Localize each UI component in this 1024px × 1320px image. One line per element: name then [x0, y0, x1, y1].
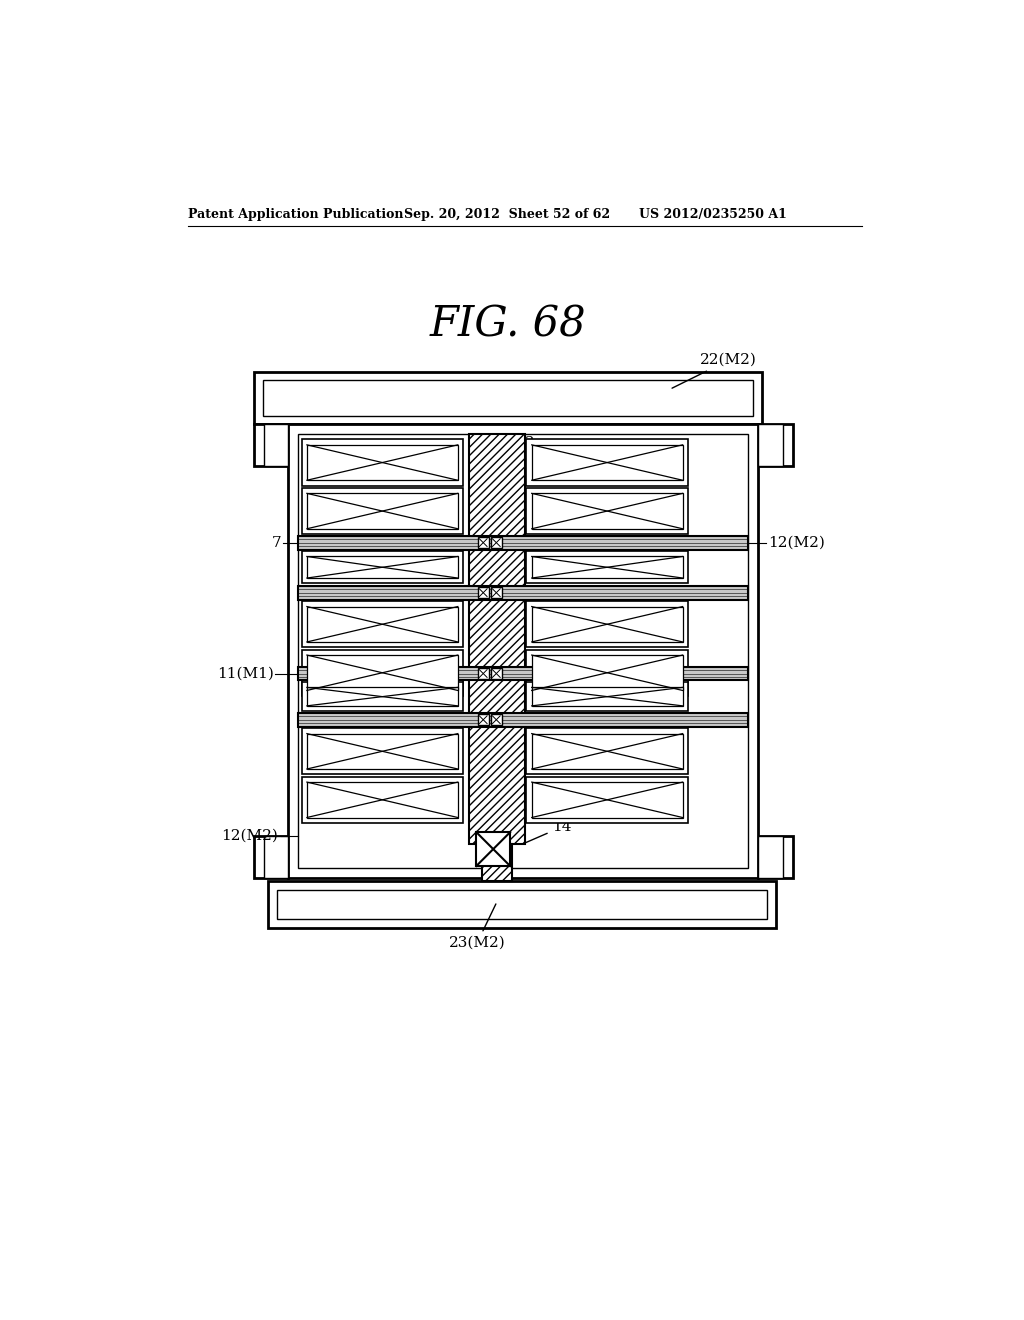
Text: 22(M2): 22(M2) — [672, 354, 757, 388]
Bar — [758, 836, 782, 878]
Bar — [490, 587, 502, 598]
Bar — [267, 880, 776, 928]
Bar — [478, 714, 488, 725]
Bar — [254, 372, 762, 424]
Bar — [298, 713, 749, 726]
Bar — [254, 836, 289, 878]
Bar — [526, 488, 688, 535]
Bar — [490, 714, 502, 725]
Bar — [526, 776, 688, 822]
Bar — [298, 667, 749, 681]
Bar — [478, 587, 488, 598]
Bar — [254, 424, 289, 466]
Bar — [758, 424, 793, 466]
Bar — [476, 832, 510, 866]
Bar — [307, 494, 458, 529]
Bar — [481, 843, 512, 880]
Bar — [478, 537, 488, 548]
Bar — [490, 537, 502, 548]
Bar — [307, 445, 458, 480]
Bar — [526, 649, 688, 696]
Bar — [531, 655, 683, 690]
Bar — [301, 776, 463, 822]
Bar — [531, 445, 683, 480]
Text: 23(M2): 23(M2) — [449, 904, 506, 950]
Bar — [264, 424, 289, 466]
Text: 7: 7 — [271, 536, 282, 549]
Bar — [526, 729, 688, 775]
Bar — [301, 729, 463, 775]
Bar — [758, 836, 793, 878]
Bar — [307, 607, 458, 642]
Bar — [276, 890, 767, 919]
Text: 14: 14 — [525, 820, 572, 842]
Bar — [758, 424, 782, 466]
Bar — [263, 380, 753, 416]
Bar — [531, 734, 683, 770]
Text: 12(M2): 12(M2) — [768, 536, 825, 549]
Bar — [301, 440, 463, 486]
Bar — [526, 552, 688, 583]
Bar — [301, 649, 463, 696]
Bar — [301, 552, 463, 583]
Text: Sep. 20, 2012  Sheet 52 of 62: Sep. 20, 2012 Sheet 52 of 62 — [403, 209, 610, 222]
Bar — [531, 557, 683, 578]
Bar — [526, 601, 688, 647]
Bar — [289, 424, 758, 878]
Text: 13: 13 — [495, 437, 535, 465]
Bar — [307, 655, 458, 690]
Text: 12(M2): 12(M2) — [221, 829, 279, 843]
Bar — [301, 601, 463, 647]
Bar — [298, 536, 749, 549]
Bar — [307, 781, 458, 817]
Bar — [298, 434, 749, 869]
Bar — [526, 682, 688, 711]
Bar — [478, 668, 488, 678]
Bar — [301, 488, 463, 535]
Bar — [307, 688, 458, 706]
Text: US 2012/0235250 A1: US 2012/0235250 A1 — [639, 209, 786, 222]
Bar — [301, 682, 463, 711]
Bar — [531, 607, 683, 642]
Bar — [531, 688, 683, 706]
Text: FIG. 68: FIG. 68 — [429, 304, 586, 345]
Text: Patent Application Publication: Patent Application Publication — [188, 209, 403, 222]
Bar — [264, 836, 289, 878]
Bar — [469, 434, 524, 843]
Bar — [531, 781, 683, 817]
Bar — [526, 440, 688, 486]
Text: 11(M1): 11(M1) — [217, 667, 273, 681]
Bar — [307, 557, 458, 578]
Bar — [531, 494, 683, 529]
Bar — [298, 586, 749, 599]
Bar — [307, 734, 458, 770]
Bar — [490, 668, 502, 678]
